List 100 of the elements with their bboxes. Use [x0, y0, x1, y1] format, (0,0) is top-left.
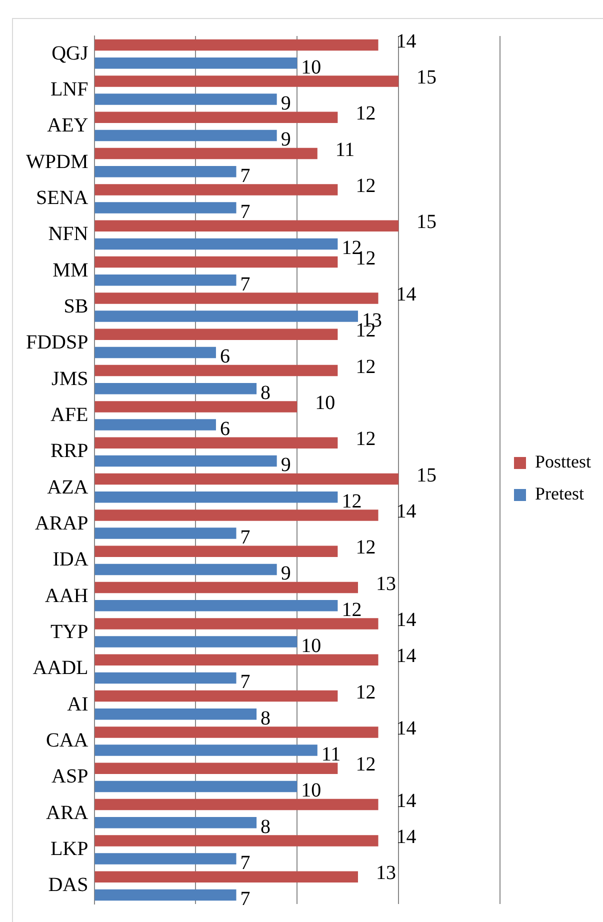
bar [94, 817, 257, 828]
data-label: 9 [280, 454, 291, 476]
bar [94, 184, 338, 196]
data-label: 14 [396, 283, 416, 306]
bar [94, 292, 378, 304]
bar [94, 256, 338, 268]
bar [94, 419, 216, 430]
y-tick-label: AAH [44, 584, 88, 607]
y-tick-label: QGJ [52, 42, 88, 64]
data-label: 12 [356, 428, 376, 450]
data-label: 7 [240, 671, 250, 694]
data-label: 15 [416, 464, 437, 486]
data-label: 14 [396, 500, 416, 522]
bar [94, 744, 318, 756]
bar [94, 654, 378, 666]
y-tick-label: ARA [46, 802, 89, 824]
data-label: 10 [301, 780, 322, 802]
bar [94, 39, 378, 51]
bar [94, 94, 277, 105]
bar [94, 762, 338, 774]
y-tick-label: AFE [50, 404, 88, 426]
data-label: 12 [342, 490, 362, 512]
bar [94, 492, 338, 503]
bar [94, 166, 236, 178]
y-tick-label: AEY [47, 114, 88, 137]
data-label: 8 [260, 816, 271, 838]
y-tick-label: IDA [52, 548, 89, 571]
data-label: 9 [280, 562, 291, 585]
data-label: 15 [416, 211, 437, 234]
bar [94, 383, 257, 394]
bar [94, 600, 338, 612]
bar [94, 636, 298, 648]
bar [94, 708, 257, 720]
y-tick-label: AZA [47, 476, 89, 498]
bar [94, 364, 338, 376]
data-label: 7 [240, 164, 250, 187]
bar [94, 437, 338, 448]
data-label: 14 [396, 608, 416, 631]
y-tick-label: AADL [32, 657, 88, 680]
bar [94, 889, 236, 901]
bar [94, 618, 378, 630]
data-label: 13 [376, 572, 396, 595]
data-label: 11 [321, 744, 341, 766]
data-label: 8 [260, 707, 271, 730]
y-tick-label: JMS [52, 368, 88, 390]
bar [94, 328, 338, 340]
data-label: 7 [240, 273, 250, 296]
bar [94, 546, 338, 557]
bar [94, 310, 358, 322]
bar [94, 112, 338, 123]
data-label: 12 [356, 754, 376, 776]
y-tick-label: TYP [50, 621, 88, 643]
data-label: 9 [280, 128, 291, 151]
data-label: 12 [356, 536, 376, 559]
data-label: 10 [315, 392, 336, 414]
data-label: 8 [260, 382, 271, 404]
data-label: 14 [396, 790, 416, 812]
y-tick-label: NFN [48, 223, 88, 246]
bar [94, 835, 378, 846]
data-label: 7 [240, 888, 250, 910]
bar [94, 220, 399, 232]
y-tick-label: FDDSP [26, 332, 88, 354]
bar [94, 582, 358, 594]
bar [94, 202, 236, 214]
data-label: 12 [356, 174, 376, 197]
bar [94, 238, 338, 250]
data-label: 14 [396, 30, 416, 52]
y-tick-label: LKP [50, 838, 88, 860]
data-label: 12 [356, 356, 376, 378]
bar [94, 780, 298, 792]
data-label: 7 [240, 526, 250, 549]
y-tick-label: ASP [52, 766, 88, 788]
data-label: 14 [396, 717, 416, 740]
y-tick-label: CAA [46, 730, 89, 752]
data-label: 9 [280, 92, 291, 115]
y-tick-label: RRP [50, 440, 88, 462]
data-label: 12 [356, 681, 376, 704]
bar [94, 401, 298, 412]
data-label: 10 [301, 56, 322, 78]
bar [94, 528, 236, 539]
data-label: 13 [376, 862, 396, 884]
data-label: 14 [396, 826, 416, 848]
bar [94, 726, 378, 738]
bar [94, 346, 216, 358]
bar [94, 510, 378, 521]
data-label: 6 [220, 418, 230, 440]
y-tick-label: LNF [50, 78, 88, 100]
y-tick-label: DAS [48, 874, 88, 896]
data-label: 11 [335, 138, 355, 161]
data-label: 7 [240, 201, 250, 224]
data-label: 10 [301, 635, 322, 658]
bar [94, 871, 358, 882]
legend-label: Pretest [534, 484, 584, 504]
data-label: 15 [416, 66, 437, 88]
bar [94, 473, 399, 485]
data-label: 12 [342, 598, 362, 621]
bar [94, 672, 236, 684]
data-label: 6 [220, 346, 230, 368]
y-tick-label: ARAP [34, 512, 88, 534]
y-tick-label: WPDM [26, 150, 88, 173]
